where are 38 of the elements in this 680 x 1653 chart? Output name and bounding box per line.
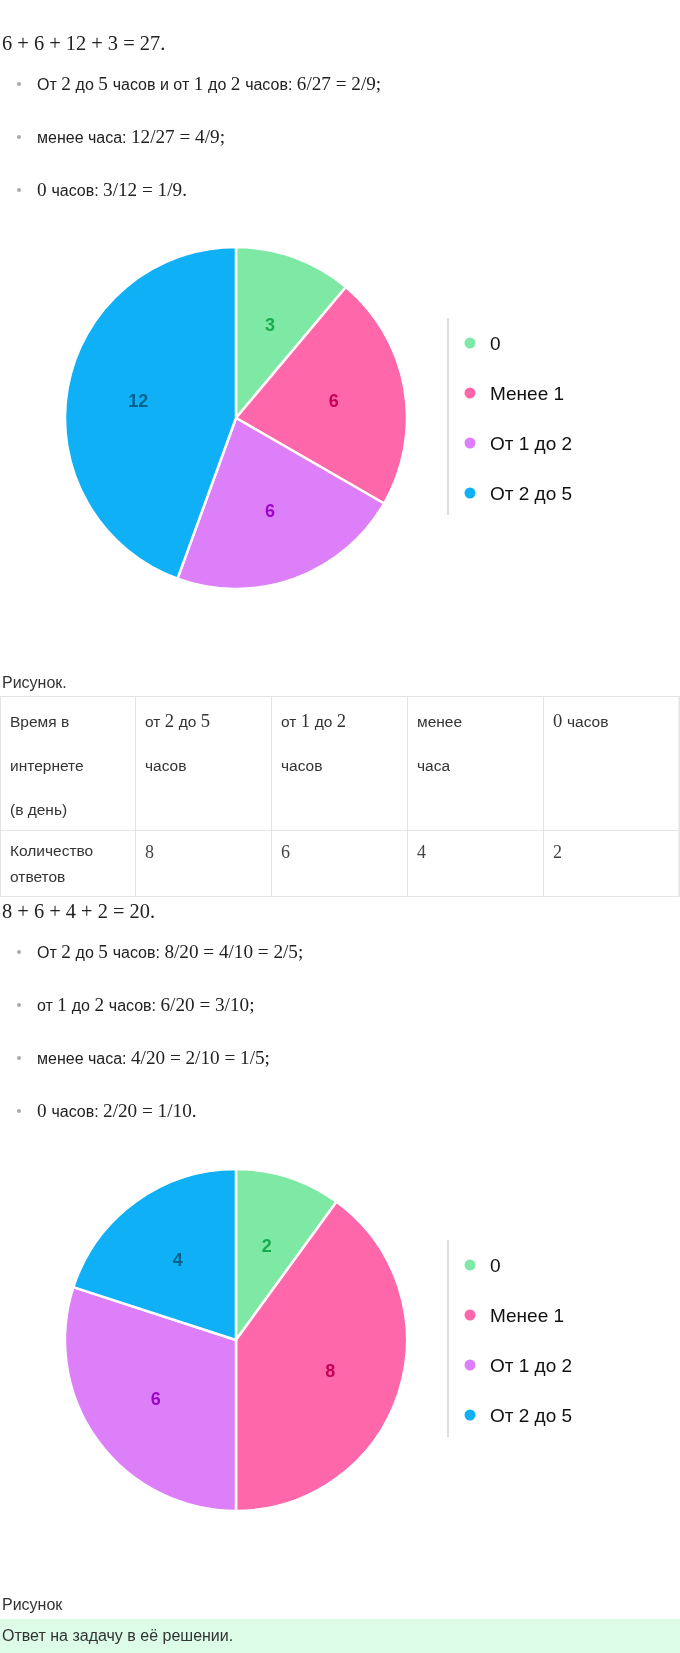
text: От 2 до 5 часов: 8/20 = 4/10 = 2/5; xyxy=(37,941,304,962)
legend-label: 0 xyxy=(490,332,501,354)
text: менее часа: 12/27 = 4/9; xyxy=(37,126,225,147)
data-label: 2 xyxy=(553,842,562,862)
text: от 1 до 2 часов: 6/20 = 3/10; xyxy=(37,994,255,1015)
legend-label: От 2 до 5 xyxy=(490,1404,573,1426)
data-label: 4 xyxy=(417,842,426,862)
text: Рисунок. xyxy=(2,674,67,691)
text: Ответ на задачу в её решении. xyxy=(2,1627,234,1644)
legend-label: Менее 1 xyxy=(490,382,565,404)
category-label: от 2 до 5 часов xyxy=(145,710,210,774)
text: 8 + 6 + 4 + 2 = 20. xyxy=(2,900,156,922)
data-label: 2 xyxy=(261,1235,272,1256)
data-label: 12 xyxy=(128,391,149,412)
text: 6 + 6 + 12 + 3 = 27. xyxy=(2,32,166,54)
data-label: 6 xyxy=(328,391,339,412)
data-label: 6 xyxy=(281,842,290,862)
text: 0 часов: 2/20 = 1/10. xyxy=(37,1100,197,1121)
legend-label: От 1 до 2 xyxy=(490,432,573,454)
category-label: 0 часов xyxy=(553,710,609,731)
text: Количество ответов xyxy=(10,842,94,885)
text: От 2 до 5 часов и от 1 до 2 часов: 6/27 = 2/9; xyxy=(37,73,382,94)
legend-label: 0 xyxy=(490,1254,501,1276)
text: Рисунок xyxy=(2,1596,64,1613)
data-label: 4 xyxy=(172,1250,183,1271)
legend-label: Менее 1 xyxy=(490,1304,565,1326)
text: 0 часов: 3/12 = 1/9. xyxy=(37,179,187,200)
text: менее часа: 4/20 = 2/10 = 1/5; xyxy=(37,1047,270,1068)
legend-label: От 2 до 5 xyxy=(490,482,573,504)
data-label: 8 xyxy=(325,1360,336,1381)
data-label: 6 xyxy=(150,1388,161,1409)
legend-label: От 1 до 2 xyxy=(490,1354,573,1376)
data-label: 6 xyxy=(264,501,275,522)
data-label: 3 xyxy=(264,315,275,336)
category-label: от 1 до 2 часов xyxy=(281,710,346,774)
text: Время в интернете (в день) xyxy=(10,713,84,818)
category-label: менее часа xyxy=(417,713,463,774)
data-label: 8 xyxy=(145,842,154,862)
